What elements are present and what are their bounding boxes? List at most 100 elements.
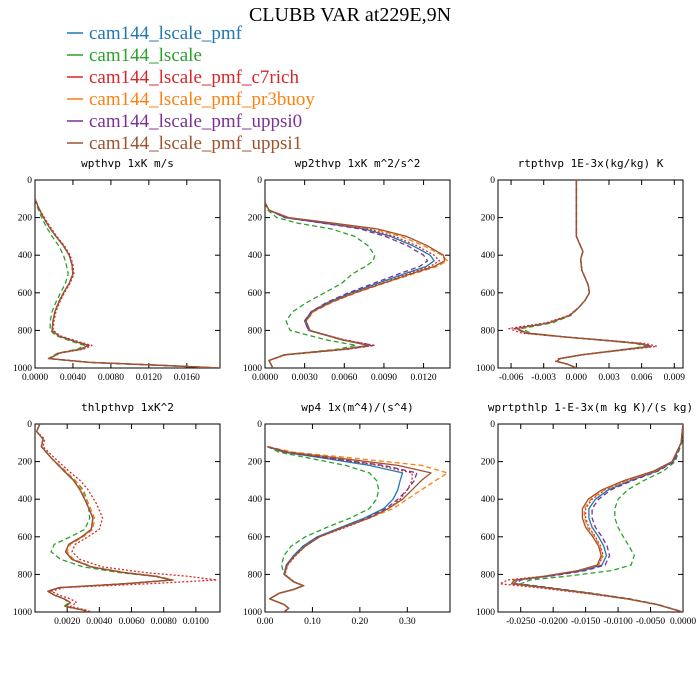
- panel-4-series-3: [35, 424, 218, 612]
- panel-4-series-4: [35, 424, 174, 612]
- panel-2-ytick-label: 400: [248, 251, 263, 261]
- panel-1-series-2: [35, 198, 220, 368]
- panel-4-ytick-label: 800: [18, 570, 33, 580]
- panel-4-xtick-label: 0.0040: [86, 617, 112, 627]
- panel-2-ytick-label: 1000: [243, 364, 262, 374]
- panel-3-series-6: [515, 180, 652, 368]
- panel-4-ytick-label: 400: [18, 495, 33, 505]
- panel-6-series-4: [512, 424, 683, 612]
- panel-1-ytick-label: 400: [18, 251, 33, 261]
- panel-6-xtick-label: -0.0150: [571, 617, 601, 627]
- panel-5-xtick-label: 0.00: [257, 617, 274, 627]
- panel-4-title: thlpthvp 1xK^2: [81, 401, 174, 414]
- legend-label-1: cam144_lscale_pmf: [89, 23, 243, 44]
- panel-1-xtick-label: 0.0000: [22, 373, 48, 383]
- panel-4-xtick-label: 0.0060: [118, 617, 144, 627]
- legend-entry-2: cam144_lscale: [67, 45, 202, 66]
- panel-5-ytick-label: 600: [248, 533, 263, 543]
- panel-2-ytick-label: 0: [257, 176, 262, 186]
- panel-6-title: wprtpthlp 1-E-3x(m kg K)/(s kg): [488, 401, 693, 414]
- panel-3-xtick-label: 0.003: [598, 373, 620, 383]
- panel-5-ytick-label: 1000: [243, 608, 262, 618]
- panel-6-frame: [497, 423, 684, 613]
- legend-label-2: cam144_lscale: [89, 45, 202, 66]
- panel-6-xtick-label: -0.0050: [636, 617, 666, 627]
- panel-4: thlpthvp 1xK^2 0 200 400 600 800 1000 0.0020 0.0…: [13, 401, 221, 627]
- panel-6: wprtpthlp 1-E-3x(m kg K)/(s kg) 0 200 400 60…: [476, 401, 696, 627]
- panel-1-ytick-label: 200: [18, 214, 33, 224]
- panel-2-xtick-label: 0.0030: [292, 373, 318, 383]
- panel-3-ytick-label: 600: [481, 289, 496, 299]
- panel-4-series-2: [35, 424, 174, 612]
- panel-2-ytick-label: 600: [248, 289, 263, 299]
- panel-5-series-6: [267, 445, 432, 612]
- panel-1-frame: [34, 179, 221, 369]
- panel-1-ytick-label: 600: [18, 289, 33, 299]
- panel-1-series-3: [35, 198, 220, 368]
- panel-3-xtick-label: 0.009: [664, 373, 686, 383]
- panel-3-xtick-label: 0.006: [631, 373, 653, 383]
- panel-5-ytick-label: 0: [257, 420, 262, 430]
- panel-1-title: wpthvp 1xK m/s: [81, 157, 174, 170]
- panel-4-xtick-label: 0.0100: [183, 617, 209, 627]
- panel-4-ytick-label: 1000: [13, 608, 32, 618]
- panel-5-ytick-label: 800: [248, 570, 263, 580]
- panel-4-series-6: [35, 424, 173, 612]
- panel-3-xtick-label: -0.006: [499, 373, 524, 383]
- panel-6-ytick-label: 600: [481, 533, 496, 543]
- panel-1-ytick-label: 800: [18, 326, 33, 336]
- panel-6-series-1: [513, 424, 683, 612]
- panel-6-xtick-label: -0.0100: [603, 617, 633, 627]
- legend: cam144_lscale_pmf cam144_lscale cam144_l…: [67, 23, 315, 154]
- panel-2-series-6: [265, 202, 446, 368]
- panel-6-series-2: [520, 424, 683, 612]
- panel-5-title: wp4 1x(m^4)/(s^4): [301, 401, 414, 414]
- panel-5-xtick-label: 0.20: [352, 617, 369, 627]
- legend-entry-3: cam144_lscale_pmf_c7rich: [67, 67, 299, 88]
- panel-6-ytick-label: 400: [481, 495, 496, 505]
- panel-3-title: rtpthvp 1E-3x(kg/kg) K: [518, 157, 664, 170]
- panel-2-title: wp2thvp 1xK m^2/s^2: [295, 157, 421, 170]
- panel-6-ytick-label: 800: [481, 570, 496, 580]
- panel-3-ytick-label: 400: [481, 251, 496, 261]
- panel-2-ytick-label: 200: [248, 214, 263, 224]
- panel-5-series-1: [267, 445, 404, 612]
- panel-6-ytick-label: 0: [490, 420, 495, 430]
- panel-5-series-2: [267, 446, 380, 612]
- legend-entry-6: cam144_lscale_pmf_uppsi1: [67, 133, 302, 154]
- panel-3-ytick-label: 0: [490, 176, 495, 186]
- panel-3-ytick-label: 800: [481, 326, 496, 336]
- panel-1-ytick-label: 1000: [13, 364, 32, 374]
- panel-6-ytick-label: 200: [481, 458, 496, 468]
- panel-4-xtick-label: 0.0020: [54, 617, 80, 627]
- panel-1-xtick-label: 0.0120: [136, 373, 162, 383]
- legend-label-4: cam144_lscale_pmf_pr3buoy: [89, 89, 315, 110]
- panel-2-ytick-label: 800: [248, 326, 263, 336]
- panel-2-xtick-label: 0.0120: [411, 373, 437, 383]
- panel-6-series-3: [499, 424, 683, 612]
- legend-label-6: cam144_lscale_pmf_uppsi1: [89, 133, 302, 154]
- panel-3-ytick-label: 200: [481, 214, 496, 224]
- panel-5-frame: [264, 423, 451, 613]
- panel-2-xtick-label: 0.0090: [371, 373, 397, 383]
- panel-1-series-1: [35, 198, 220, 368]
- panel-1-series-4: [35, 198, 220, 368]
- panel-5-ytick-label: 200: [248, 458, 263, 468]
- panel-4-frame: [34, 423, 221, 613]
- panel-6-ytick-label: 1000: [476, 608, 495, 618]
- panel-4-ytick-label: 600: [18, 533, 33, 543]
- panel-3: rtpthvp 1E-3x(kg/kg) K02004006008001000-…: [476, 157, 685, 383]
- legend-label-3: cam144_lscale_pmf_c7rich: [89, 67, 299, 88]
- panel-2-frame: [264, 179, 451, 369]
- panel-3-frame: [497, 179, 684, 369]
- legend-label-5: cam144_lscale_pmf_uppsi0: [89, 111, 302, 132]
- panel-5-ytick-label: 400: [248, 495, 263, 505]
- panel-3-xtick-label: -0.003: [531, 373, 556, 383]
- panel-6-xtick-label: -0.0200: [539, 617, 569, 627]
- panel-3-ytick-label: 1000: [476, 364, 495, 374]
- panel-2: wp2thvp 1xK m^2/s^2020040060080010000.00…: [243, 157, 451, 383]
- panel-1-series-6: [35, 198, 220, 368]
- panel-2-xtick-label: 0.0000: [252, 373, 278, 383]
